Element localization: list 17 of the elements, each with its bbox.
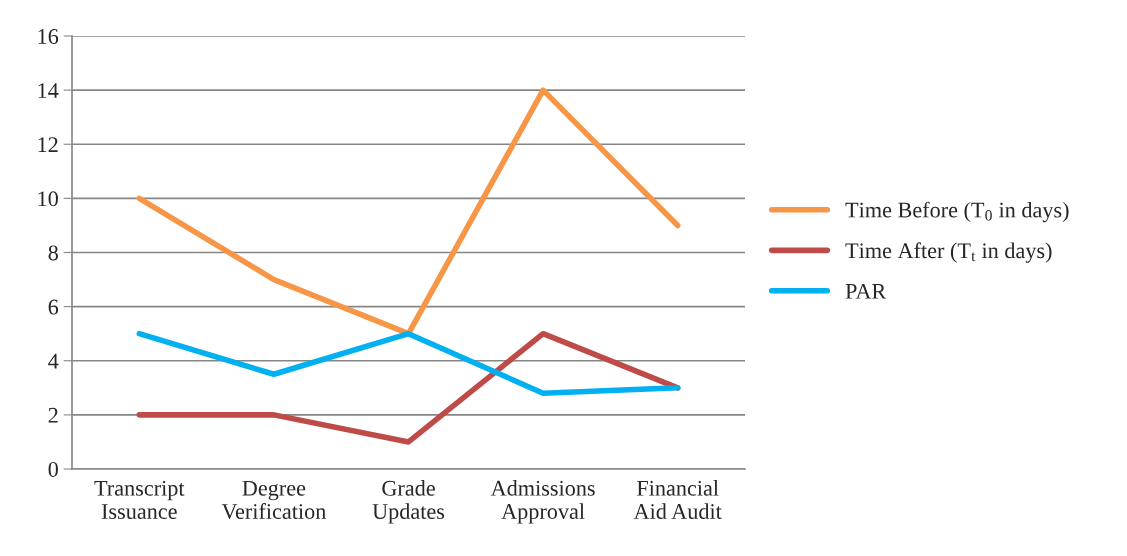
y-tick-label: 12: [38, 137, 58, 152]
y-tick-label: 16: [38, 28, 59, 44]
y-tick-label: 10: [38, 191, 58, 207]
y-tick-label: 6: [48, 299, 59, 315]
x-tick-label: Admissions Approval: [490, 480, 595, 524]
x-tick-label: Grade Updates: [372, 480, 445, 524]
y-tick-label: 8: [48, 245, 58, 261]
legend-label: Time Before (T$_{0}$ in days): [845, 201, 1069, 223]
y-tick-label: 14: [38, 83, 59, 98]
x-tick-label: Financial Aid Audit: [633, 480, 722, 519]
x-tick-label: Transcript Issuance: [94, 480, 185, 519]
x-tick-label: Degree Verification: [221, 480, 327, 520]
legend-label: Time After (T$_{t}$ in days): [845, 242, 1052, 263]
y-tick-label: 0: [48, 461, 58, 477]
y-tick-label: 4: [48, 353, 59, 369]
y-tick-label: 2: [48, 407, 58, 423]
legend-label: PAR: [845, 283, 887, 299]
